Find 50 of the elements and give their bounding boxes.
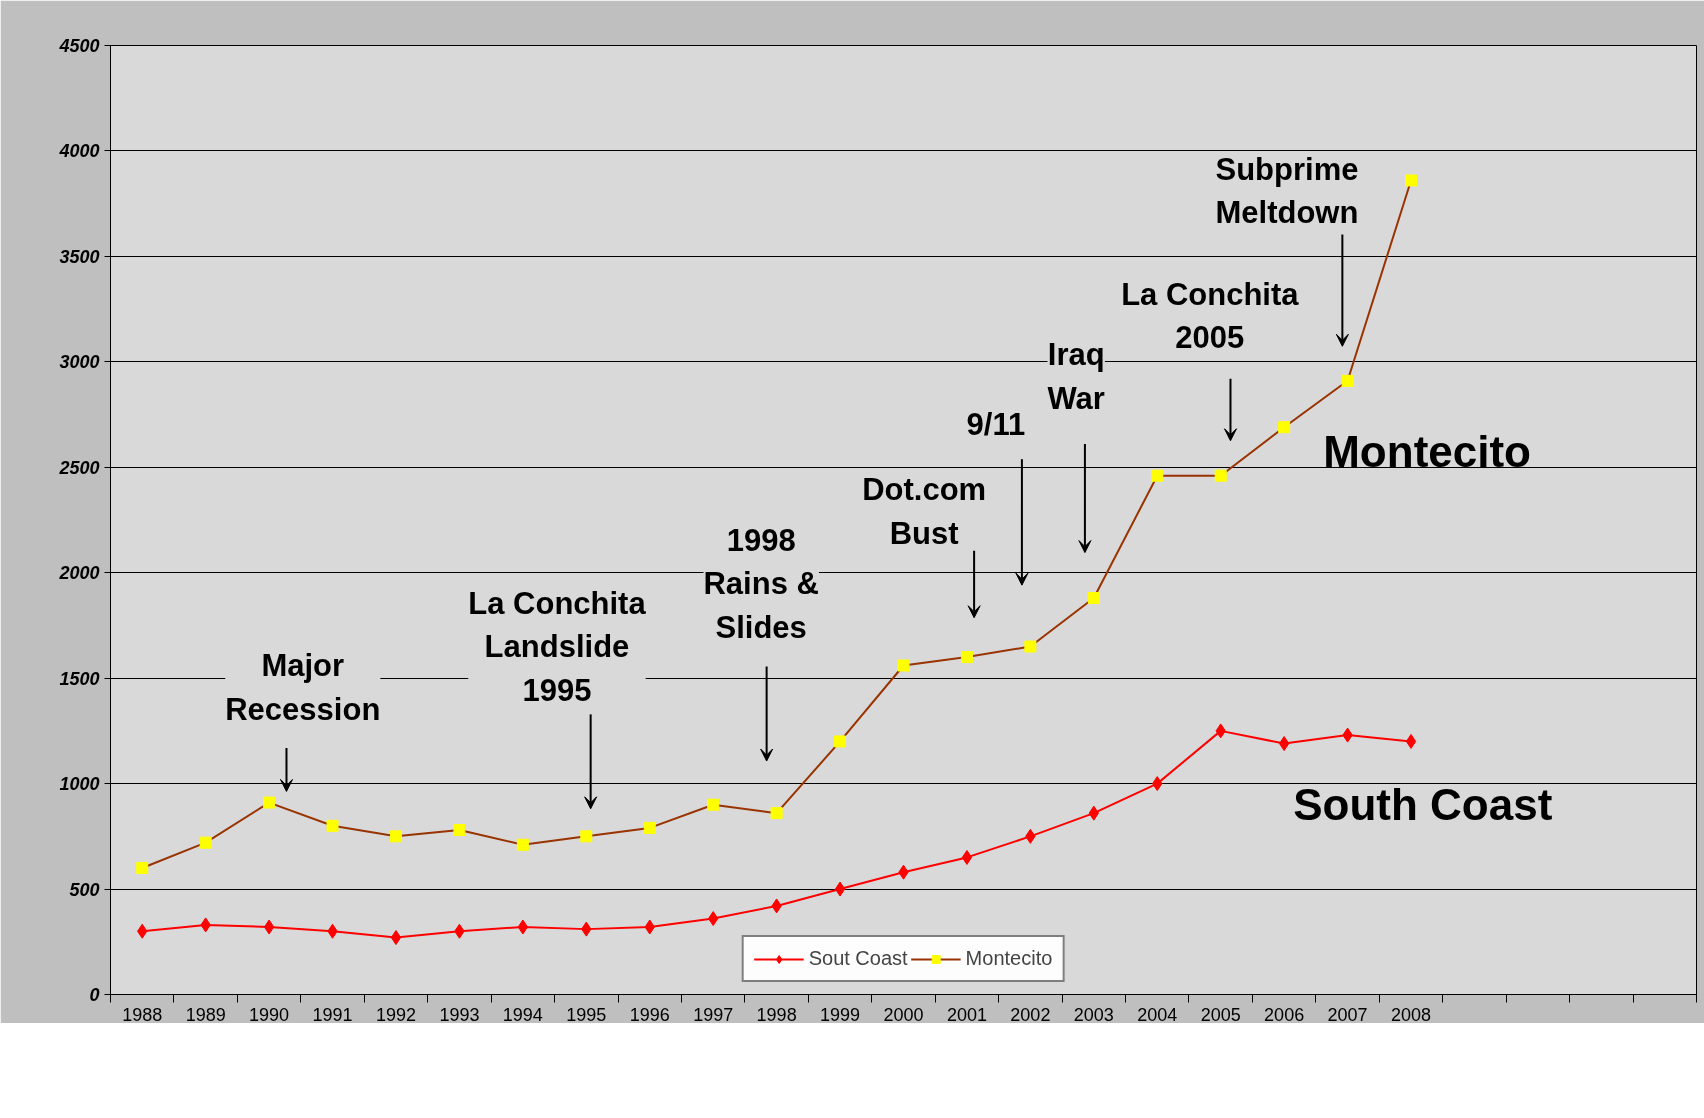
x-tick-label: 1993 <box>439 1004 480 1025</box>
y-tick-label: 3000 <box>59 352 100 373</box>
x-tick-label: 1998 <box>756 1004 797 1025</box>
y-tick-label: 1000 <box>59 774 100 795</box>
point <box>961 849 973 865</box>
point <box>834 881 846 897</box>
annotation: South Coast <box>1293 779 1553 829</box>
y-tick-label: 500 <box>69 879 100 900</box>
y-tick-label: 3500 <box>59 246 100 267</box>
legend-label: Sout Coast <box>808 947 908 970</box>
x-tick-label: 1988 <box>122 1004 163 1025</box>
annotation: Montecito <box>1323 427 1531 477</box>
point <box>1405 733 1417 749</box>
y-tick-label: 4000 <box>58 141 100 162</box>
point <box>517 919 529 935</box>
x-tick-label: 2006 <box>1264 1004 1305 1025</box>
x-tick-label: 2003 <box>1073 1004 1114 1025</box>
y-tick-label: 1500 <box>59 668 100 689</box>
point <box>1278 736 1290 752</box>
x-tick-label: 1991 <box>312 1004 353 1025</box>
x-tick-label: 1992 <box>375 1004 417 1025</box>
x-tick-label: 1996 <box>629 1004 670 1025</box>
x-tick-label: 1989 <box>185 1004 226 1025</box>
annotation: Dot.com Bust <box>862 472 987 551</box>
legend-label: Montecito <box>965 947 1053 970</box>
annotation: La Conchita Landslide 1995 <box>468 585 647 709</box>
x-tick-label: 2007 <box>1327 1004 1368 1025</box>
x-tick-label: 2001 <box>946 1004 987 1025</box>
annotation: 1998 Rains & Slides <box>703 522 819 646</box>
point <box>263 919 275 935</box>
y-tick-label: 4500 <box>58 36 100 56</box>
x-tick-label: 2008 <box>1391 1004 1432 1025</box>
x-tick-label: 2004 <box>1137 1004 1178 1025</box>
annotation: Subprime Meltdown <box>1215 151 1359 231</box>
x-tick-label: 2005 <box>1200 1004 1241 1025</box>
annotation: 9/11 <box>966 407 1026 443</box>
x-tick-label: 1997 <box>693 1004 734 1025</box>
point <box>390 930 402 946</box>
x-tick-label: 1999 <box>820 1004 861 1025</box>
annotation: La Conchita 2005 <box>1121 276 1300 356</box>
y-tick-label: 0 <box>89 985 100 1005</box>
x-tick-label: 1995 <box>566 1004 607 1025</box>
annotation: Iraq War <box>1047 337 1105 417</box>
x-tick-label: 1994 <box>502 1004 543 1025</box>
x-tick-label: 2002 <box>1010 1004 1051 1025</box>
y-tick-label: 2000 <box>58 563 100 584</box>
x-tick-label: 1990 <box>249 1004 290 1025</box>
annotation: Major Recession <box>225 647 381 727</box>
y-tick-label: 2500 <box>58 457 100 478</box>
x-tick-label: 2000 <box>883 1004 924 1025</box>
